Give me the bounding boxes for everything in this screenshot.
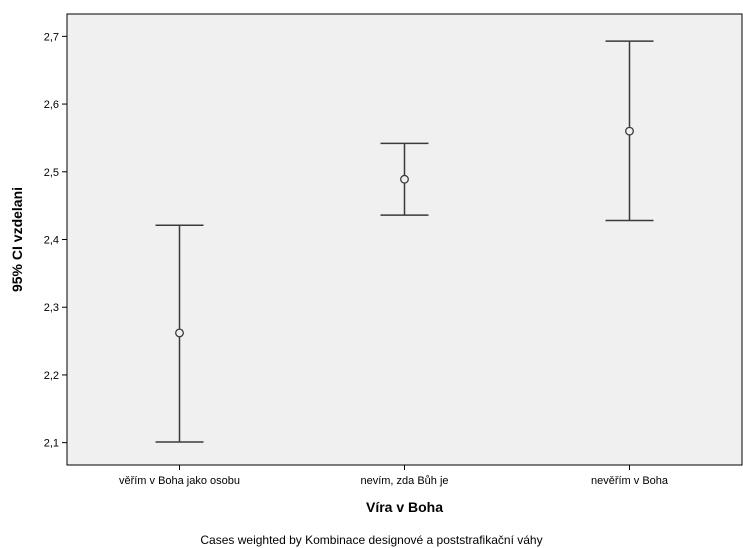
y-axis-title: 95% CI vzdelani (9, 187, 25, 292)
y-tick-label: 2,7 (44, 31, 59, 43)
x-category-label: věřím v Boha jako osobu (119, 475, 240, 487)
y-axis: 2,1 2,2 2,3 2,4 2,5 2,6 2,7 (44, 31, 67, 450)
x-axis: věřím v Boha jako osobu nevím, zda Bůh je… (119, 465, 669, 487)
footnote: Cases weighted by Kombinace designové a … (200, 533, 542, 547)
y-tick-label: 2,5 (44, 167, 59, 179)
error-bar-2 (380, 142, 429, 216)
mean-point (625, 126, 634, 136)
x-category-label: nevím, zda Bůh je (360, 475, 448, 487)
error-bar-3 (605, 40, 654, 222)
y-tick-label: 2,6 (44, 99, 59, 111)
y-tick-label: 2,3 (44, 302, 59, 314)
x-category-label: nevěřím v Boha (591, 475, 669, 487)
y-tick-label: 2,2 (44, 370, 59, 382)
plot-area (66, 13, 743, 466)
error-bars (155, 40, 654, 443)
y-tick-label: 2,1 (44, 438, 59, 450)
error-bar-1 (155, 224, 204, 443)
x-axis-title: Víra v Boha (366, 499, 443, 515)
mean-point (175, 328, 184, 338)
y-tick-label: 2,4 (44, 235, 59, 247)
mean-point (400, 174, 409, 184)
